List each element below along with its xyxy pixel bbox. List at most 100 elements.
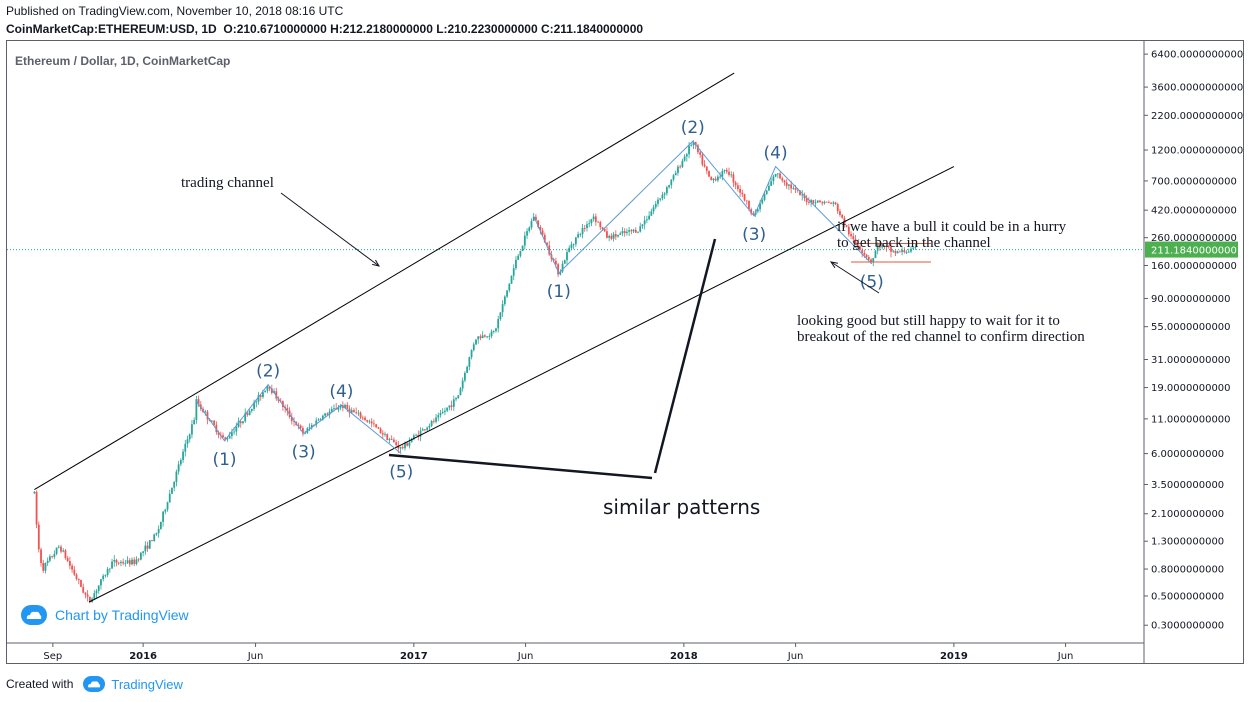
candle-body	[907, 251, 910, 253]
candle-body	[557, 264, 560, 275]
candle-body	[124, 563, 127, 564]
candle-body	[375, 424, 378, 428]
candle-body	[386, 434, 389, 441]
candle-body	[772, 176, 775, 182]
candle-body	[548, 245, 551, 255]
candle-body	[630, 230, 633, 232]
candle-body	[275, 391, 278, 399]
candle-body	[697, 145, 699, 153]
y-tick-label: 700.0000000000	[1151, 176, 1237, 187]
tradingview-link[interactable]: TradingView	[111, 676, 183, 692]
candle-body	[617, 234, 619, 237]
candle-body	[890, 247, 892, 252]
candle-body	[699, 152, 702, 155]
candle-body	[528, 227, 531, 232]
candle-body	[373, 423, 375, 425]
candle-body	[179, 460, 182, 465]
candle-body	[350, 410, 353, 413]
price-chart[interactable]: 6400.0000000000 3600.0000000000 2200.00000…	[7, 41, 1244, 664]
candle-body	[579, 234, 582, 235]
candle-body	[213, 420, 216, 425]
candle-body	[461, 380, 464, 389]
channel-upper-line	[34, 72, 735, 491]
candle-body	[515, 259, 517, 269]
candle-body	[317, 419, 320, 421]
candle-body	[510, 275, 513, 284]
candle-body	[162, 511, 164, 522]
candle-body	[572, 244, 575, 245]
candle-body	[865, 254, 868, 258]
footer: Created with TradingView	[6, 676, 183, 692]
candle-body	[144, 545, 147, 552]
candle-body	[530, 221, 533, 228]
candle-body	[46, 560, 49, 563]
candle-body	[807, 201, 810, 203]
candle-body	[577, 234, 579, 238]
candle-body	[195, 399, 198, 420]
candle-body	[361, 417, 364, 419]
candle-body	[40, 549, 42, 563]
candle-body	[535, 216, 537, 221]
wave-line-2018	[533, 140, 873, 274]
x-tick-label: Jun	[247, 651, 264, 662]
similar-pattern-line-right	[653, 238, 717, 474]
trading-channel-label: trading channel	[181, 175, 274, 191]
candle-body	[455, 398, 457, 400]
wait-note-line1: looking good but still happy to wait for…	[797, 313, 1060, 329]
candle-body	[135, 559, 138, 564]
candle-body	[654, 203, 657, 208]
y-tick-label: 90.0000000000	[1151, 294, 1231, 305]
last-price-badge	[1145, 241, 1238, 258]
candle-body	[437, 415, 440, 418]
candle-body	[679, 166, 682, 168]
candle-body	[321, 415, 324, 420]
candle-body	[661, 194, 664, 199]
candle-body	[426, 427, 429, 430]
candle-body	[348, 408, 351, 413]
candle-body	[830, 202, 832, 204]
candle-body	[191, 424, 193, 435]
candle-body	[508, 283, 511, 291]
trading-channel-arrow	[280, 192, 380, 267]
candle-body	[759, 203, 761, 210]
candle-body	[390, 439, 393, 440]
candle-body	[49, 556, 51, 561]
candle-body	[543, 234, 546, 243]
candle-body	[406, 443, 409, 446]
candle-body	[583, 228, 586, 229]
candle-body	[299, 425, 302, 428]
candle-body	[770, 181, 773, 186]
candle-body	[901, 250, 904, 253]
candle-body	[639, 226, 642, 232]
candle-body	[193, 419, 196, 425]
candle-body	[705, 166, 708, 171]
candle-body	[839, 211, 841, 215]
candle-body	[128, 560, 131, 565]
candle-body	[77, 578, 80, 581]
candle-body	[732, 174, 735, 183]
candle-body	[206, 411, 209, 420]
candle-body	[488, 336, 491, 337]
candle-body	[856, 243, 859, 247]
candle-body	[248, 410, 251, 415]
candle-body	[581, 228, 584, 235]
candle-body	[95, 590, 98, 594]
candle-body	[102, 575, 105, 580]
candle-body	[867, 257, 870, 260]
candle-body	[86, 594, 89, 597]
x-tick-label: Jun	[1057, 651, 1074, 662]
candle-body	[599, 221, 602, 228]
candle-body	[66, 558, 69, 562]
tradingview-watermark[interactable]: Chart by TradingView	[21, 605, 189, 625]
candle-body	[794, 188, 797, 190]
candle-body	[233, 431, 236, 433]
candle-body	[541, 230, 544, 235]
ohlc-values: O:210.6710000000 H:212.2180000000 L:210.…	[223, 22, 644, 36]
wave-label: (5)	[860, 273, 884, 293]
y-tick-label: 0.3000000000	[1151, 621, 1224, 632]
wave-label: (3)	[742, 225, 766, 245]
candle-body	[743, 194, 746, 201]
candle-body	[801, 194, 804, 196]
candle-body	[344, 404, 346, 408]
candle-body	[805, 198, 808, 202]
